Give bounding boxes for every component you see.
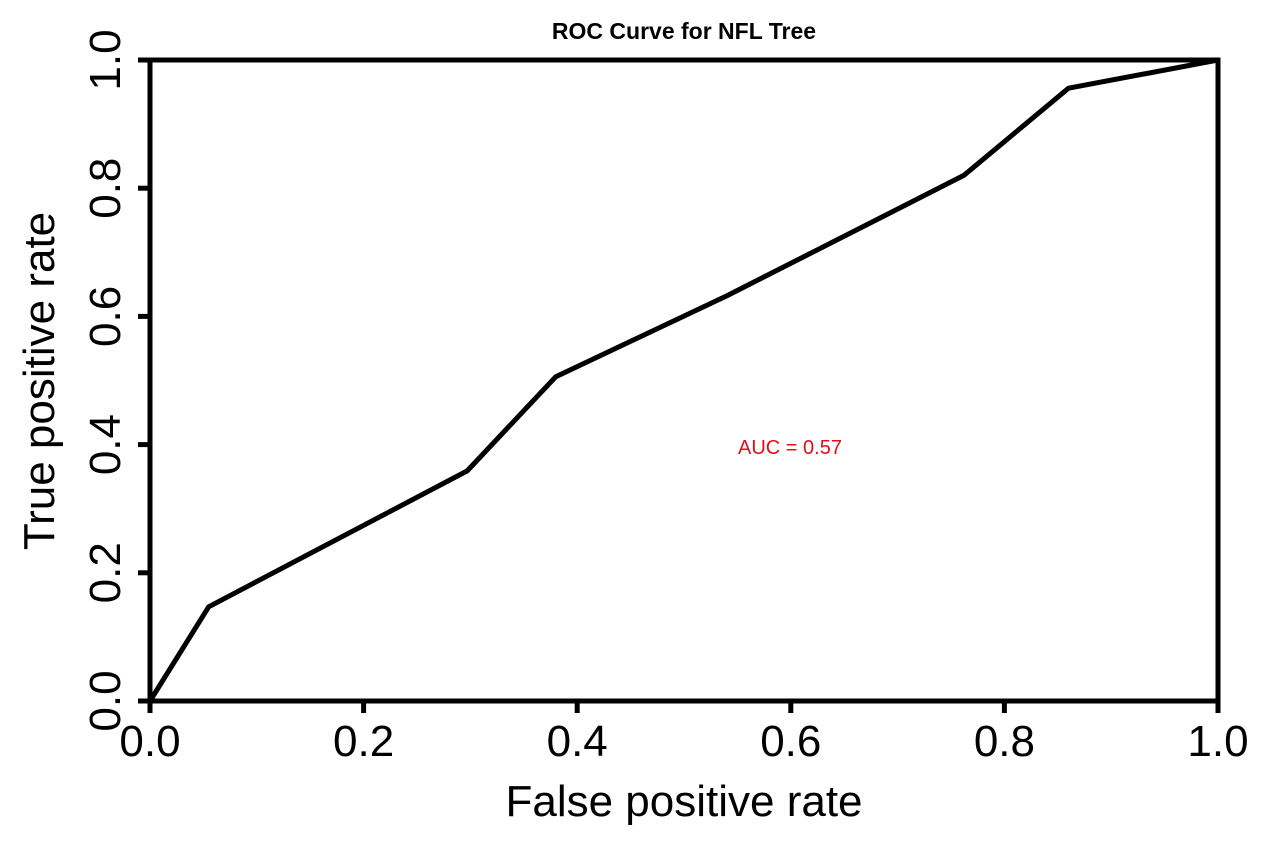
y-tick-label: 0.8 bbox=[81, 158, 130, 219]
auc-annotation: AUC = 0.57 bbox=[738, 437, 842, 459]
y-tick-label: 0.6 bbox=[81, 286, 130, 347]
y-axis: 0.0 0.2 0.4 0.6 0.8 1.0 bbox=[81, 29, 150, 732]
x-axis: 0.0 0.2 0.4 0.6 0.8 1.0 bbox=[119, 701, 1249, 766]
plot-frame bbox=[147, 57, 1221, 704]
y-tick-label: 1.0 bbox=[81, 29, 130, 90]
x-tick-label: 1.0 bbox=[1187, 717, 1248, 766]
y-tick-label: 0.0 bbox=[81, 670, 130, 731]
x-axis-label: False positive rate bbox=[505, 777, 862, 826]
y-tick-label: 0.4 bbox=[81, 414, 130, 475]
roc-curve-line bbox=[147, 57, 1219, 703]
y-axis-label: True positive rate bbox=[15, 212, 64, 550]
y-tick-label: 0.2 bbox=[81, 542, 130, 603]
x-tick-label: 0.6 bbox=[760, 717, 821, 766]
x-tick-label: 0.0 bbox=[119, 717, 180, 766]
x-tick-label: 0.4 bbox=[547, 717, 608, 766]
x-tick-label: 0.2 bbox=[333, 717, 394, 766]
chart-title: ROC Curve for NFL Tree bbox=[552, 18, 816, 44]
x-tick-label: 0.8 bbox=[974, 717, 1035, 766]
series-layer bbox=[147, 57, 1219, 703]
